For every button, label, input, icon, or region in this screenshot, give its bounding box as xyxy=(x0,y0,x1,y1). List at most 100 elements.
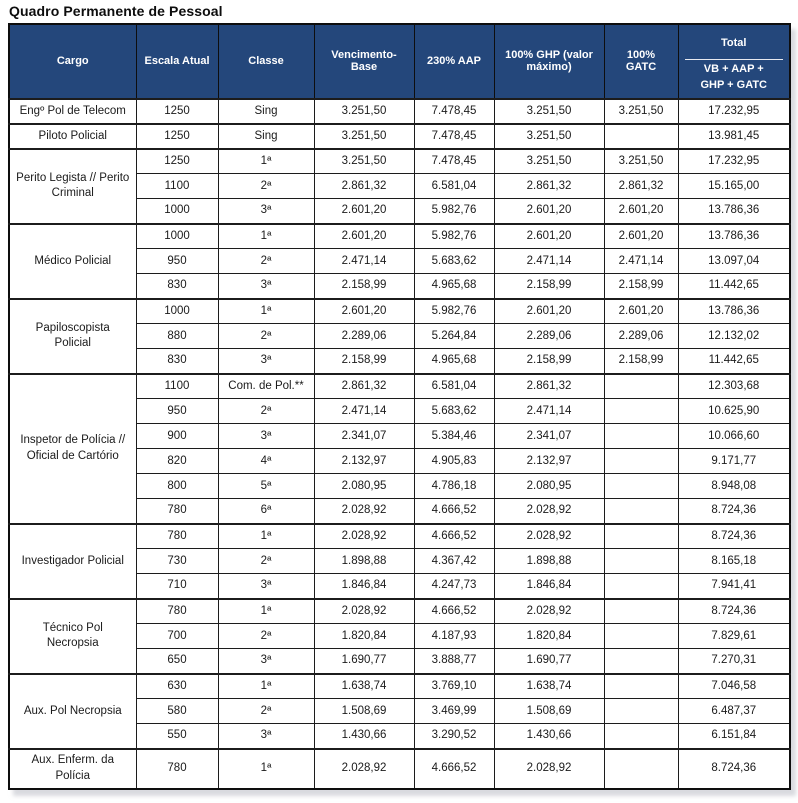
table-row: Médico Policial 1000 1ª 2.601,20 5.982,76 2.6… xyxy=(8,222,791,300)
escala-cell: 710 xyxy=(135,573,219,600)
total-cell: 7.829,61 xyxy=(677,623,791,650)
escala-cell: 830 xyxy=(135,348,219,375)
cargo-cell: Papiloscopista Policial xyxy=(8,297,137,375)
aap-cell: 3.469,99 xyxy=(413,698,495,725)
table-row: Papiloscopista Policial 1000 1ª 2.601,20 5.9… xyxy=(8,297,791,375)
escala-cell: 900 xyxy=(135,423,219,450)
classe-cell: 2ª xyxy=(217,248,315,275)
escala-cell: 1100 xyxy=(135,372,219,400)
escala-cell: 700 xyxy=(135,623,219,650)
header-total-formula: VB + AAP + GHP + GATC xyxy=(700,63,768,91)
aap-cell: 7.478,45 xyxy=(413,97,495,125)
gatc-cell xyxy=(603,623,679,650)
escala-cell: 950 xyxy=(135,398,219,425)
table-row: Perito Legista // Perito Criminal 1250 1ª 3… xyxy=(8,147,791,225)
table-row: 820 4ª 2.132,97 4.905,83 2.132,97 9.171,77 xyxy=(9,448,791,475)
vb-cell: 2.601,20 xyxy=(313,198,415,225)
escala-cell: 1000 xyxy=(135,222,219,250)
vb-cell: 1.898,88 xyxy=(313,548,415,575)
classe-cell: 1ª xyxy=(217,597,315,625)
aap-cell: 5.683,62 xyxy=(413,248,495,275)
ghp-cell: 2.158,99 xyxy=(493,273,605,300)
aap-cell: 5.264,84 xyxy=(413,323,495,350)
vb-cell: 2.080,95 xyxy=(313,473,415,500)
ghp-cell: 2.861,32 xyxy=(493,372,605,400)
classe-cell: Sing xyxy=(217,122,315,150)
vb-cell: 2.028,92 xyxy=(313,597,415,625)
gatc-cell xyxy=(603,522,679,550)
ghp-cell: 2.601,20 xyxy=(493,198,605,225)
vb-cell: 2.132,97 xyxy=(313,448,415,475)
total-cell: 10.625,90 xyxy=(677,398,791,425)
escala-cell: 1250 xyxy=(135,122,219,150)
vb-cell: 3.251,50 xyxy=(313,122,415,150)
escala-cell: 780 xyxy=(135,498,219,525)
classe-cell: 2ª xyxy=(217,623,315,650)
aap-cell: 4.965,68 xyxy=(413,273,495,300)
total-cell: 11.442,65 xyxy=(677,273,791,300)
header-gatc: 100% GATC xyxy=(603,23,679,100)
gatc-cell: 2.471,14 xyxy=(603,248,679,275)
gatc-cell: 2.158,99 xyxy=(603,348,679,375)
ghp-cell: 2.028,92 xyxy=(493,597,605,625)
classe-cell: 1ª xyxy=(217,297,315,325)
vb-cell: 2.028,92 xyxy=(313,747,415,790)
escala-cell: 1100 xyxy=(135,173,219,200)
table-body: Engº Pol de Telecom 1250 Sing 3.251,50 7.478… xyxy=(8,97,791,790)
vb-cell: 1.820,84 xyxy=(313,623,415,650)
total-cell: 12.303,68 xyxy=(677,372,791,400)
table-row: 880 2ª 2.289,06 5.264,84 2.289,06 2.289,06 12.… xyxy=(9,323,791,350)
header-total: Total VB + AAP + GHP + GATC xyxy=(677,23,791,100)
table-row: Aux. Enferm. da Polícia 780 1ª 2.028,92 4.66… xyxy=(8,747,791,790)
cargo-cell: Médico Policial xyxy=(8,222,137,300)
ghp-cell: 1.430,66 xyxy=(493,723,605,750)
escala-cell: 780 xyxy=(135,597,219,625)
vb-cell: 2.028,92 xyxy=(313,498,415,525)
header-ghp: 100% GHP (valor máximo) xyxy=(493,23,605,100)
classe-cell: 5ª xyxy=(217,473,315,500)
gatc-cell: 2.861,32 xyxy=(603,173,679,200)
classe-cell: 1ª xyxy=(217,147,315,175)
total-cell: 13.786,36 xyxy=(677,297,791,325)
gatc-cell: 3.251,50 xyxy=(603,147,679,175)
aap-cell: 4.666,52 xyxy=(413,747,495,790)
gatc-cell xyxy=(603,672,679,700)
total-cell: 11.442,65 xyxy=(677,348,791,375)
aap-cell: 7.478,45 xyxy=(413,147,495,175)
classe-cell: 3ª xyxy=(217,348,315,375)
vb-cell: 2.028,92 xyxy=(313,522,415,550)
classe-cell: 3ª xyxy=(217,573,315,600)
ghp-cell: 2.132,97 xyxy=(493,448,605,475)
table-row: 650 3ª 1.690,77 3.888,77 1.690,77 7.270,31 xyxy=(9,648,791,675)
escala-cell: 780 xyxy=(135,522,219,550)
table-row: 700 2ª 1.820,84 4.187,93 1.820,84 7.829,61 xyxy=(9,623,791,650)
classe-cell: 3ª xyxy=(217,423,315,450)
table-row: 950 2ª 2.471,14 5.683,62 2.471,14 2.471,14 13.… xyxy=(9,248,791,275)
total-cell: 13.786,36 xyxy=(677,198,791,225)
page-title: Quadro Permanente de Pessoal xyxy=(9,3,223,19)
aap-cell: 6.581,04 xyxy=(413,173,495,200)
escala-cell: 630 xyxy=(135,672,219,700)
ghp-cell: 2.028,92 xyxy=(493,522,605,550)
classe-cell: 2ª xyxy=(217,323,315,350)
gatc-cell xyxy=(603,448,679,475)
total-cell: 6.487,37 xyxy=(677,698,791,725)
classe-cell: Sing xyxy=(217,97,315,125)
total-cell: 8.724,36 xyxy=(677,597,791,625)
escala-cell: 650 xyxy=(135,648,219,675)
ghp-cell: 2.158,99 xyxy=(493,348,605,375)
table-row: 710 3ª 1.846,84 4.247,73 1.846,84 7.941,41 xyxy=(9,573,791,600)
gatc-cell xyxy=(603,698,679,725)
classe-cell: 1ª xyxy=(217,222,315,250)
vb-cell: 2.471,14 xyxy=(313,398,415,425)
escala-cell: 820 xyxy=(135,448,219,475)
gatc-cell: 3.251,50 xyxy=(603,97,679,125)
table-row: Técnico Pol Necropsia 780 1ª 2.028,92 4.666,… xyxy=(8,597,791,675)
gatc-cell xyxy=(603,122,679,150)
vb-cell: 2.861,32 xyxy=(313,173,415,200)
cargo-cell: Aux. Enferm. da Polícia xyxy=(8,747,137,790)
total-cell: 17.232,95 xyxy=(677,147,791,175)
cargo-cell: Investigador Policial xyxy=(8,522,137,600)
vb-cell: 2.601,20 xyxy=(313,297,415,325)
